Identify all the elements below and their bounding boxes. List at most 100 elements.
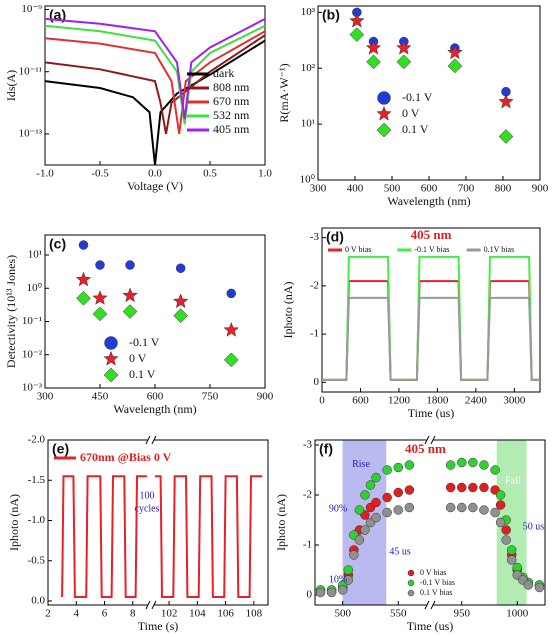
star-marker bbox=[122, 287, 138, 303]
circle-marker bbox=[495, 490, 506, 500]
legend-label: 808 nm bbox=[213, 80, 250, 94]
circle-marker bbox=[315, 587, 326, 598]
circle-marker bbox=[382, 465, 392, 475]
circle-marker bbox=[407, 579, 415, 587]
x-tick-label: 2 bbox=[45, 608, 51, 620]
series-line bbox=[61, 475, 263, 598]
circle-marker bbox=[457, 482, 467, 493]
star-marker bbox=[376, 105, 392, 121]
legend-label: 670 nm bbox=[213, 94, 250, 108]
y-tick-label: 10⁻⁹ bbox=[21, 3, 42, 15]
diamond-marker bbox=[366, 54, 381, 70]
diamond-marker bbox=[92, 306, 108, 322]
x-tick-label: 102 bbox=[161, 608, 178, 620]
series-line bbox=[44, 34, 266, 135]
circle-marker bbox=[501, 525, 511, 535]
panel-label: (c) bbox=[49, 236, 66, 252]
circle-marker bbox=[371, 512, 381, 523]
x-tick-label: 550 bbox=[390, 608, 407, 620]
x-tick-label: 300 bbox=[37, 391, 54, 403]
circle-marker bbox=[354, 505, 365, 515]
circle-marker bbox=[338, 585, 348, 595]
circle-marker bbox=[104, 336, 118, 350]
x-tick-label: 106 bbox=[217, 608, 234, 620]
axis-break-gap bbox=[147, 437, 154, 443]
axis-break bbox=[430, 435, 436, 445]
y-tick-label: -1.5 bbox=[28, 474, 46, 486]
plot-frame bbox=[47, 439, 269, 606]
x-tick-label: 1800 bbox=[426, 395, 449, 407]
legend-label: 0.1 V bias bbox=[420, 588, 452, 597]
x-tick-label: -1.0 bbox=[36, 168, 54, 180]
circle-marker bbox=[445, 502, 456, 513]
y-tick-label: 10¹ bbox=[28, 249, 42, 261]
x-tick-label: 900 bbox=[257, 391, 274, 403]
y-tick-label: -1 bbox=[303, 539, 312, 551]
circle-marker bbox=[479, 460, 489, 470]
y-tick-label: 10³ bbox=[301, 6, 316, 18]
circle-marker bbox=[445, 460, 456, 470]
circle-marker bbox=[495, 517, 506, 528]
circle-marker bbox=[360, 490, 370, 500]
legend-label: -0.1 V bias bbox=[420, 578, 455, 587]
circle-marker bbox=[78, 240, 89, 250]
circle-marker bbox=[393, 462, 403, 473]
x-tick-label: 950 bbox=[454, 608, 471, 620]
y-tick-label: 10⁻² bbox=[22, 348, 43, 360]
y-tick-label: -2.0 bbox=[28, 434, 46, 446]
y-tick-label: 10⁻¹ bbox=[22, 315, 42, 327]
circle-marker bbox=[468, 482, 478, 493]
legend-label: 670nm @Bias 0 V bbox=[80, 450, 172, 464]
y-axis-label: R(mA·W⁻¹) bbox=[277, 63, 291, 122]
circle-marker bbox=[479, 505, 489, 515]
circle-marker bbox=[468, 502, 478, 513]
star-marker bbox=[447, 44, 463, 60]
y-tick-label: 10² bbox=[301, 62, 316, 74]
y-tick-label: -1.0 bbox=[28, 514, 46, 526]
star-marker bbox=[75, 271, 92, 287]
x-tick-label: 0 bbox=[319, 395, 325, 407]
x-tick-label: 300 bbox=[310, 183, 327, 195]
y-tick-label: -2 bbox=[303, 489, 312, 501]
circle-marker bbox=[457, 502, 467, 513]
annotation: 10% bbox=[329, 575, 347, 586]
y-tick-label: -1 bbox=[310, 328, 319, 340]
legend-label: -0.1 V bias bbox=[414, 245, 449, 254]
y-axis-label: Detectivity (10¹³ Jones) bbox=[4, 255, 18, 368]
x-tick-label: 4 bbox=[74, 608, 80, 620]
circle-marker bbox=[377, 91, 391, 105]
circle-marker bbox=[407, 569, 415, 577]
x-axis-label: Time (us) bbox=[407, 619, 454, 633]
axis-break bbox=[145, 435, 151, 445]
star-marker bbox=[498, 93, 514, 109]
axis-break bbox=[424, 435, 430, 445]
x-tick-label: 500 bbox=[335, 608, 352, 620]
y-axis-label: Iphoto (nA) bbox=[7, 494, 21, 551]
panel-label: (f) bbox=[319, 441, 333, 457]
diamond-marker bbox=[376, 122, 392, 138]
axis-break bbox=[151, 600, 157, 610]
circle-marker bbox=[382, 507, 392, 518]
x-tick-label: 900 bbox=[532, 183, 549, 195]
star-marker bbox=[103, 350, 119, 366]
x-axis-label: Wavelength (nm) bbox=[113, 402, 196, 416]
diamond-marker bbox=[103, 367, 119, 383]
y-tick-label: 10⁰ bbox=[27, 282, 43, 294]
circle-marker bbox=[404, 502, 415, 513]
plot-frame bbox=[321, 227, 541, 393]
circle-marker bbox=[371, 497, 381, 508]
circle-marker bbox=[349, 550, 359, 560]
circle-marker bbox=[407, 589, 415, 597]
circle-marker bbox=[534, 582, 545, 593]
axis-break-gap bbox=[147, 602, 154, 608]
legend-label: 0 V bias bbox=[420, 568, 446, 577]
x-tick-label: 6 bbox=[102, 608, 108, 620]
star-marker bbox=[396, 39, 412, 55]
circle-marker bbox=[226, 288, 237, 299]
y-axis-label: Iphoto (nA) bbox=[281, 282, 295, 339]
x-tick-label: 400 bbox=[347, 183, 364, 195]
circle-marker bbox=[354, 535, 365, 545]
panel-label: (b) bbox=[322, 7, 340, 23]
series-line bbox=[322, 296, 540, 381]
x-tick-label: 1200 bbox=[388, 395, 411, 407]
